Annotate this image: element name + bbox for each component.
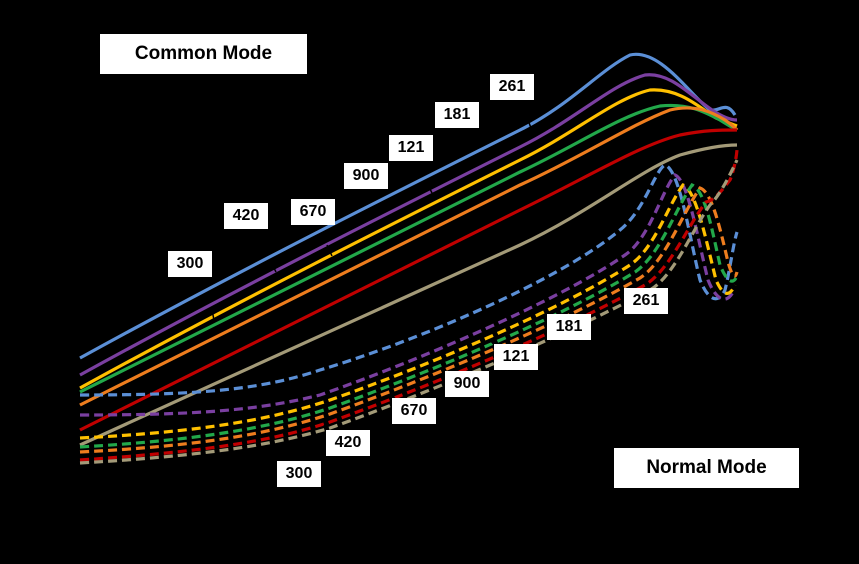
normal-mode-line-181 (79, 173, 735, 417)
cm-label-420: 420 (224, 203, 268, 229)
common-mode-series (79, 52, 739, 447)
leader-line (472, 156, 479, 167)
normal-mode-line-420 (79, 149, 739, 462)
nm-label-670: 670 (392, 398, 436, 424)
normal-mode-title: Normal Mode (614, 448, 799, 488)
nm-label-181: 181 (547, 314, 591, 340)
common-mode-line-900 (79, 103, 738, 394)
common-mode-line-670 (79, 106, 739, 407)
leader-line (326, 244, 333, 257)
leader-line (270, 261, 277, 273)
nm-label-420: 420 (326, 430, 370, 456)
leader-line (527, 119, 532, 129)
leader-line (371, 189, 376, 201)
nm-label-121: 121 (494, 344, 538, 370)
normal-mode-line-900 (79, 183, 738, 449)
common-mode-line-300 (79, 143, 738, 447)
cm-label-300: 300 (168, 251, 212, 277)
nm-label-261: 261 (624, 288, 668, 314)
nm-label-300: 300 (277, 461, 321, 487)
common-mode-line-420 (79, 128, 738, 432)
normal-mode-line-121 (79, 183, 737, 440)
nm-label-900: 900 (445, 371, 489, 397)
cm-label-261: 261 (490, 74, 534, 100)
normal-mode-line-261 (79, 163, 739, 397)
common-mode-title: Common Mode (100, 34, 307, 74)
cm-label-670: 670 (291, 199, 335, 225)
cm-label-121: 121 (389, 135, 433, 161)
leader-line (211, 309, 215, 321)
leader-line (426, 182, 433, 194)
normal-mode-line-670 (79, 186, 739, 454)
cm-label-181: 181 (435, 102, 479, 128)
common-mode-line-181 (79, 73, 738, 377)
cm-label-900: 900 (344, 163, 388, 189)
